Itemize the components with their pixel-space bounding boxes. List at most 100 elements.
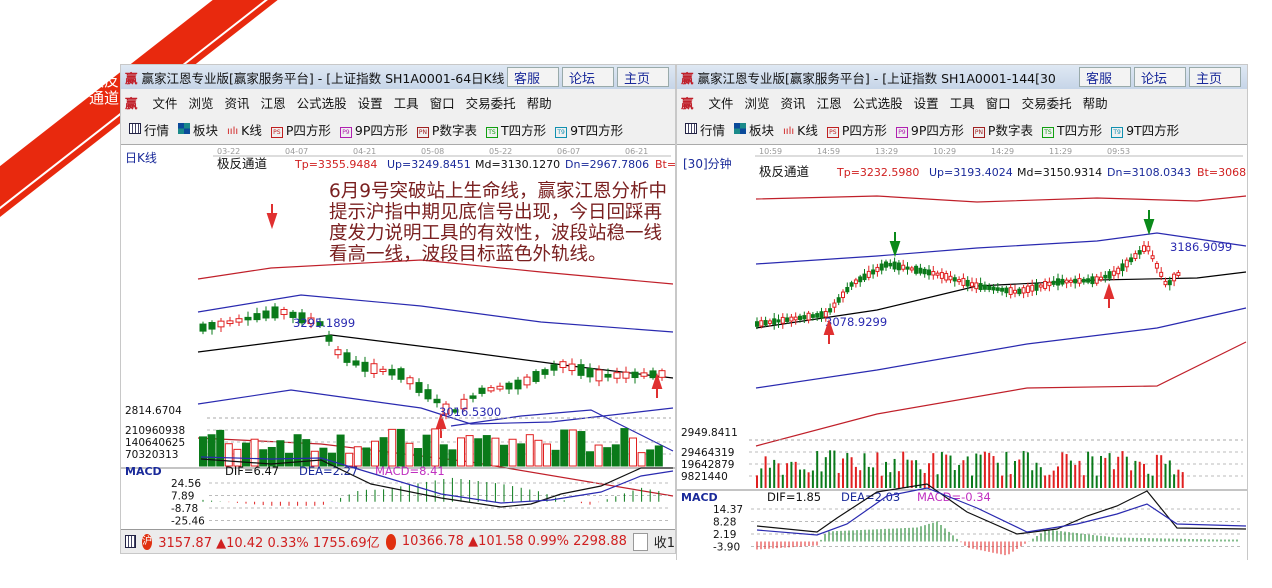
menu-item[interactable]: 文件 [152, 95, 178, 111]
candle [469, 395, 477, 399]
menu-item[interactable]: 工具 [393, 95, 419, 111]
volume-bar [242, 442, 250, 467]
volume-axis-label: 70320313 [125, 449, 178, 461]
menu-item[interactable]: 设置 [913, 95, 939, 111]
candle [914, 265, 919, 274]
candle [388, 368, 396, 376]
toolbar-button[interactable]: T9 9T四方形 [555, 120, 623, 139]
candle [604, 373, 612, 378]
indicator-md: Md=3130.1270 [475, 158, 560, 171]
date-tick: 10:59 [759, 147, 782, 156]
candle [1094, 276, 1099, 284]
candle [1090, 276, 1095, 285]
menu-item[interactable]: 帮助 [1082, 95, 1108, 111]
title-button-1[interactable]: 论坛 [1134, 67, 1186, 87]
band-upper-line [197, 294, 674, 333]
candle [866, 270, 871, 278]
candle [965, 279, 970, 287]
status-box [632, 532, 648, 551]
menu-item[interactable]: 江恩 [260, 95, 286, 111]
toolbar-button[interactable]: 板块 [734, 120, 774, 139]
pn-icon: PN [416, 126, 429, 138]
toolbar-button[interactable]: 板块 [178, 120, 218, 139]
toolbar-button[interactable]: ıılı K线 [227, 120, 262, 139]
toolbar-button[interactable]: TS T四方形 [485, 120, 547, 139]
date-tick: 14:29 [991, 147, 1014, 156]
volume-bar [543, 443, 551, 467]
toolbar-button[interactable]: PS P四方形 [826, 120, 887, 139]
menu-item[interactable]: 工具 [949, 95, 975, 111]
candle [631, 371, 639, 379]
menu-logo: 赢 [681, 95, 694, 111]
menu-item[interactable]: 浏览 [744, 95, 770, 111]
volume-bar [388, 428, 397, 467]
candle [819, 311, 824, 319]
toolbar-button[interactable]: PN P数字表 [416, 120, 477, 139]
menu-item[interactable]: 窗口 [429, 95, 455, 111]
toolbar-button[interactable]: 行情 [129, 120, 169, 139]
chart-area[interactable]: [30]分钟 10:59 14:59 13:29 10:29 14:29 11:29 09:5… [677, 146, 1271, 562]
indicator-bt: Bt=3068.838 [1197, 166, 1247, 179]
toolbar-button[interactable]: T9 9T四方形 [1111, 120, 1179, 139]
candle [442, 403, 450, 415]
status-right[interactable]: 收1 [653, 536, 675, 551]
menu-item[interactable]: 资讯 [780, 95, 806, 111]
chart-area[interactable]: 日K线 03-22 04-07 04-21 05-08 05-22 06-07 06-21 极反… [121, 146, 736, 530]
menu-item[interactable]: 设置 [357, 95, 383, 111]
toolbar-button[interactable]: P9 9P四方形 [339, 120, 408, 139]
menu-item[interactable]: 帮助 [526, 95, 552, 111]
menu-item[interactable]: 窗口 [985, 95, 1011, 111]
candle [1073, 278, 1078, 284]
toolbar-label: T四方形 [500, 123, 547, 138]
menu-item[interactable]: 交易委托 [1021, 95, 1072, 111]
date-tick: 09:53 [1107, 147, 1130, 156]
toolbar-button[interactable]: PN P数字表 [972, 120, 1033, 139]
candle [1047, 281, 1052, 287]
volume-bar [637, 452, 646, 467]
title-button-0[interactable]: 客服 [507, 67, 559, 87]
menu-item[interactable]: 浏览 [188, 95, 214, 111]
volume-bar [371, 440, 379, 467]
candle [280, 308, 288, 315]
menu-item[interactable]: 交易委托 [465, 95, 516, 111]
candle [931, 271, 936, 276]
candle [763, 320, 768, 326]
candle [1004, 287, 1009, 294]
candle [1043, 281, 1048, 289]
p9-icon: P9 [895, 122, 908, 138]
volume-bar [319, 447, 328, 467]
title-button-0[interactable]: 客服 [1079, 67, 1131, 87]
title-button-2[interactable]: 主页 [617, 67, 669, 87]
menu-item[interactable]: 公式选股 [296, 95, 347, 111]
menu-item[interactable]: 江恩 [816, 95, 842, 111]
ps-icon: PS [270, 122, 283, 138]
candle [1150, 255, 1155, 260]
volume-bar [586, 451, 594, 467]
menu-item[interactable]: 公式选股 [852, 95, 903, 111]
date-tick: 06-21 [625, 147, 648, 156]
candle [970, 282, 974, 287]
candle [244, 316, 252, 321]
macd-value: MACD=8.41 [375, 464, 445, 478]
volume-bar [646, 449, 655, 467]
candle [1176, 272, 1181, 276]
title-button-2[interactable]: 主页 [1189, 67, 1241, 87]
toolbar-button[interactable]: PS P四方形 [270, 120, 331, 139]
toolbar-button[interactable]: ıılı K线 [783, 120, 818, 139]
title-button-1[interactable]: 论坛 [562, 67, 614, 87]
toolbar-button[interactable]: TS T四方形 [1041, 120, 1102, 139]
volume-bar [216, 429, 225, 467]
menu-item[interactable]: 文件 [708, 95, 734, 111]
menu-item[interactable]: 资讯 [224, 95, 250, 111]
indicator-dn: Dn=2967.7806 [565, 158, 649, 171]
toolbar-button[interactable]: 行情 [685, 120, 725, 139]
candle [896, 262, 901, 271]
band-lower-line [197, 389, 674, 425]
toolbar-label: 9T四方形 [570, 123, 624, 138]
candle [595, 369, 603, 382]
volume-bar [414, 448, 422, 467]
candle [1051, 280, 1056, 285]
sh-index-quote: 3157.87 ▲10.42 0.33% 1755.69亿 [158, 536, 380, 551]
toolbar-button[interactable]: P9 9P四方形 [895, 120, 964, 139]
ribbon-text: 极反通道 [89, 71, 120, 107]
